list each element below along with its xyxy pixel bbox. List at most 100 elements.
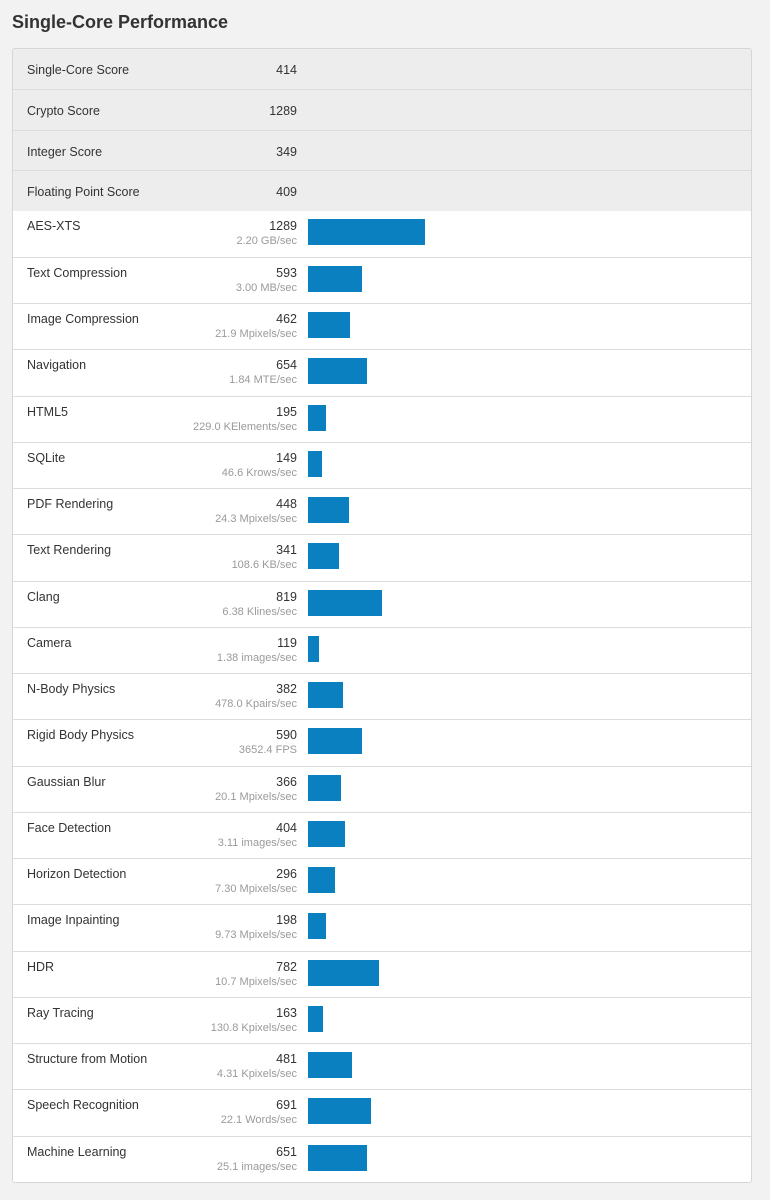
benchmark-row: Text Rendering 341 108.6 KB/sec <box>13 534 751 581</box>
benchmark-label: Clang <box>27 589 60 604</box>
benchmark-score: 195 <box>276 404 297 419</box>
benchmark-score: 404 <box>276 820 297 835</box>
benchmark-bar <box>308 1098 371 1125</box>
results-table: Single-Core Score 414 Crypto Score 1289 Inte… <box>12 48 752 1183</box>
benchmark-bar <box>308 959 379 986</box>
benchmark-row: Navigation 654 1.84 MTE/sec <box>13 349 751 396</box>
benchmark-bar <box>308 312 350 339</box>
benchmark-bar <box>308 682 343 709</box>
benchmark-row: Text Compression 593 3.00 MB/sec <box>13 256 751 304</box>
benchmark-label: Text Rendering <box>27 543 112 558</box>
benchmark-label: Gaussian Blur <box>27 774 106 789</box>
benchmark-score: 593 <box>276 265 297 280</box>
benchmark-score: 198 <box>276 913 297 928</box>
benchmark-score: 448 <box>276 497 297 512</box>
benchmark-label: Horizon Detection <box>27 867 127 882</box>
benchmark-row: Image Compression 462 21.9 Mpixels/sec <box>13 303 751 350</box>
benchmark-row: Gaussian Blur 366 20.1 Mpixels/sec <box>13 765 751 812</box>
benchmark-label: SQLite <box>27 450 66 465</box>
benchmark-rate: 478.0 Kpairs/sec <box>215 698 297 711</box>
benchmark-bar <box>308 1005 323 1032</box>
benchmark-bar <box>308 774 341 801</box>
benchmark-label: Face Detection <box>27 820 112 835</box>
benchmark-label: Ray Tracing <box>27 1005 94 1020</box>
benchmark-rate: 7.30 Mpixels/sec <box>215 883 297 896</box>
benchmark-label: Speech Recognition <box>27 1098 139 1113</box>
score-value: 414 <box>276 63 297 77</box>
benchmark-label: Image Compression <box>27 312 139 327</box>
benchmark-bar <box>308 913 326 940</box>
benchmark-label: Navigation <box>27 358 87 373</box>
benchmark-score: 382 <box>276 682 297 697</box>
benchmark-rate: 24.3 Mpixels/sec <box>215 513 297 526</box>
benchmark-bar <box>308 820 345 847</box>
score-label: Single-Core Score <box>27 63 130 77</box>
benchmark-score: 1289 <box>269 218 297 233</box>
benchmark-row: HTML5 195 229.0 KElements/sec <box>13 395 751 442</box>
benchmark-label: Rigid Body Physics <box>27 728 134 743</box>
benchmark-bar <box>308 1052 352 1079</box>
benchmark-score: 590 <box>276 728 297 743</box>
benchmark-rate: 6.38 Klines/sec <box>222 605 297 618</box>
benchmark-rate: 20.1 Mpixels/sec <box>215 790 297 803</box>
benchmark-score: 651 <box>276 1144 297 1159</box>
benchmark-score: 163 <box>276 1005 297 1020</box>
benchmark-label: HTML5 <box>27 404 68 419</box>
benchmark-bar <box>308 358 367 385</box>
benchmark-row: Ray Tracing 163 130.8 Kpixels/sec <box>13 996 751 1044</box>
score-row: Floating Point Score 409 <box>13 170 751 211</box>
benchmark-score: 654 <box>276 358 297 373</box>
benchmark-rate: 3652.4 FPS <box>238 744 297 757</box>
benchmark-row: Machine Learning 651 25.1 images/sec <box>13 1135 751 1182</box>
benchmark-bar <box>308 450 322 477</box>
benchmark-row: Structure from Motion 481 4.31 Kpixels/sec <box>13 1043 751 1090</box>
benchmark-row: Rigid Body Physics 590 3652.4 FPS <box>13 719 751 766</box>
score-value: 1289 <box>269 104 297 119</box>
benchmark-score: 782 <box>276 959 297 974</box>
benchmark-row: Horizon Detection 296 7.30 Mpixels/sec <box>13 858 751 905</box>
benchmark-score: 819 <box>276 589 297 604</box>
benchmark-bar <box>308 589 382 616</box>
benchmark-row: Speech Recognition 691 22.1 Words/sec <box>13 1089 751 1136</box>
benchmark-score: 691 <box>276 1098 297 1113</box>
benchmark-bar <box>308 497 349 524</box>
benchmark-bar <box>308 265 362 292</box>
benchmark-row: Face Detection 404 3.11 images/sec <box>13 811 751 859</box>
benchmark-label: AES-XTS <box>27 218 81 233</box>
benchmark-rate: 3.00 MB/sec <box>235 281 297 294</box>
score-value: 349 <box>276 144 297 159</box>
benchmark-rate: 108.6 KB/sec <box>231 559 297 572</box>
benchmark-bar <box>308 218 425 245</box>
benchmark-rate: 9.73 Mpixels/sec <box>215 929 297 942</box>
benchmark-score: 341 <box>276 543 297 558</box>
benchmark-bar <box>308 867 335 894</box>
benchmark-rate: 229.0 KElements/sec <box>193 420 297 433</box>
benchmark-rate: 1.38 images/sec <box>216 651 297 664</box>
benchmark-rate: 25.1 images/sec <box>216 1160 297 1173</box>
benchmark-rate: 22.1 Words/sec <box>220 1114 297 1127</box>
benchmark-bar <box>308 543 339 570</box>
benchmark-label: Machine Learning <box>27 1144 127 1159</box>
benchmark-label: HDR <box>27 959 55 974</box>
benchmark-rate: 4.31 Kpixels/sec <box>216 1068 297 1081</box>
benchmark-rate: 10.7 Mpixels/sec <box>215 975 297 988</box>
score-label: Integer Score <box>27 144 103 159</box>
benchmark-rate: 46.6 Krows/sec <box>221 466 297 479</box>
benchmark-label: Text Compression <box>27 265 128 280</box>
benchmark-row: N-Body Physics 382 478.0 Kpairs/sec <box>13 673 751 720</box>
benchmark-row: Image Inpainting 198 9.73 Mpixels/sec <box>13 904 751 951</box>
benchmark-label: Camera <box>27 635 72 650</box>
benchmark-bar <box>308 1144 367 1171</box>
benchmark-label: N-Body Physics <box>27 682 116 697</box>
benchmark-bar <box>308 728 362 755</box>
score-row: Integer Score 349 <box>13 129 751 171</box>
page-title: Single-Core Performance <box>12 12 229 32</box>
benchmark-row: PDF Rendering 448 24.3 Mpixels/sec <box>13 488 751 535</box>
benchmark-rate: 21.9 Mpixels/sec <box>215 328 297 341</box>
score-label: Floating Point Score <box>27 185 140 200</box>
benchmark-score: 462 <box>276 312 297 327</box>
benchmark-score: 149 <box>276 450 297 465</box>
benchmark-score: 366 <box>276 774 297 789</box>
score-label: Crypto Score <box>27 104 100 119</box>
score-value: 409 <box>276 185 297 200</box>
